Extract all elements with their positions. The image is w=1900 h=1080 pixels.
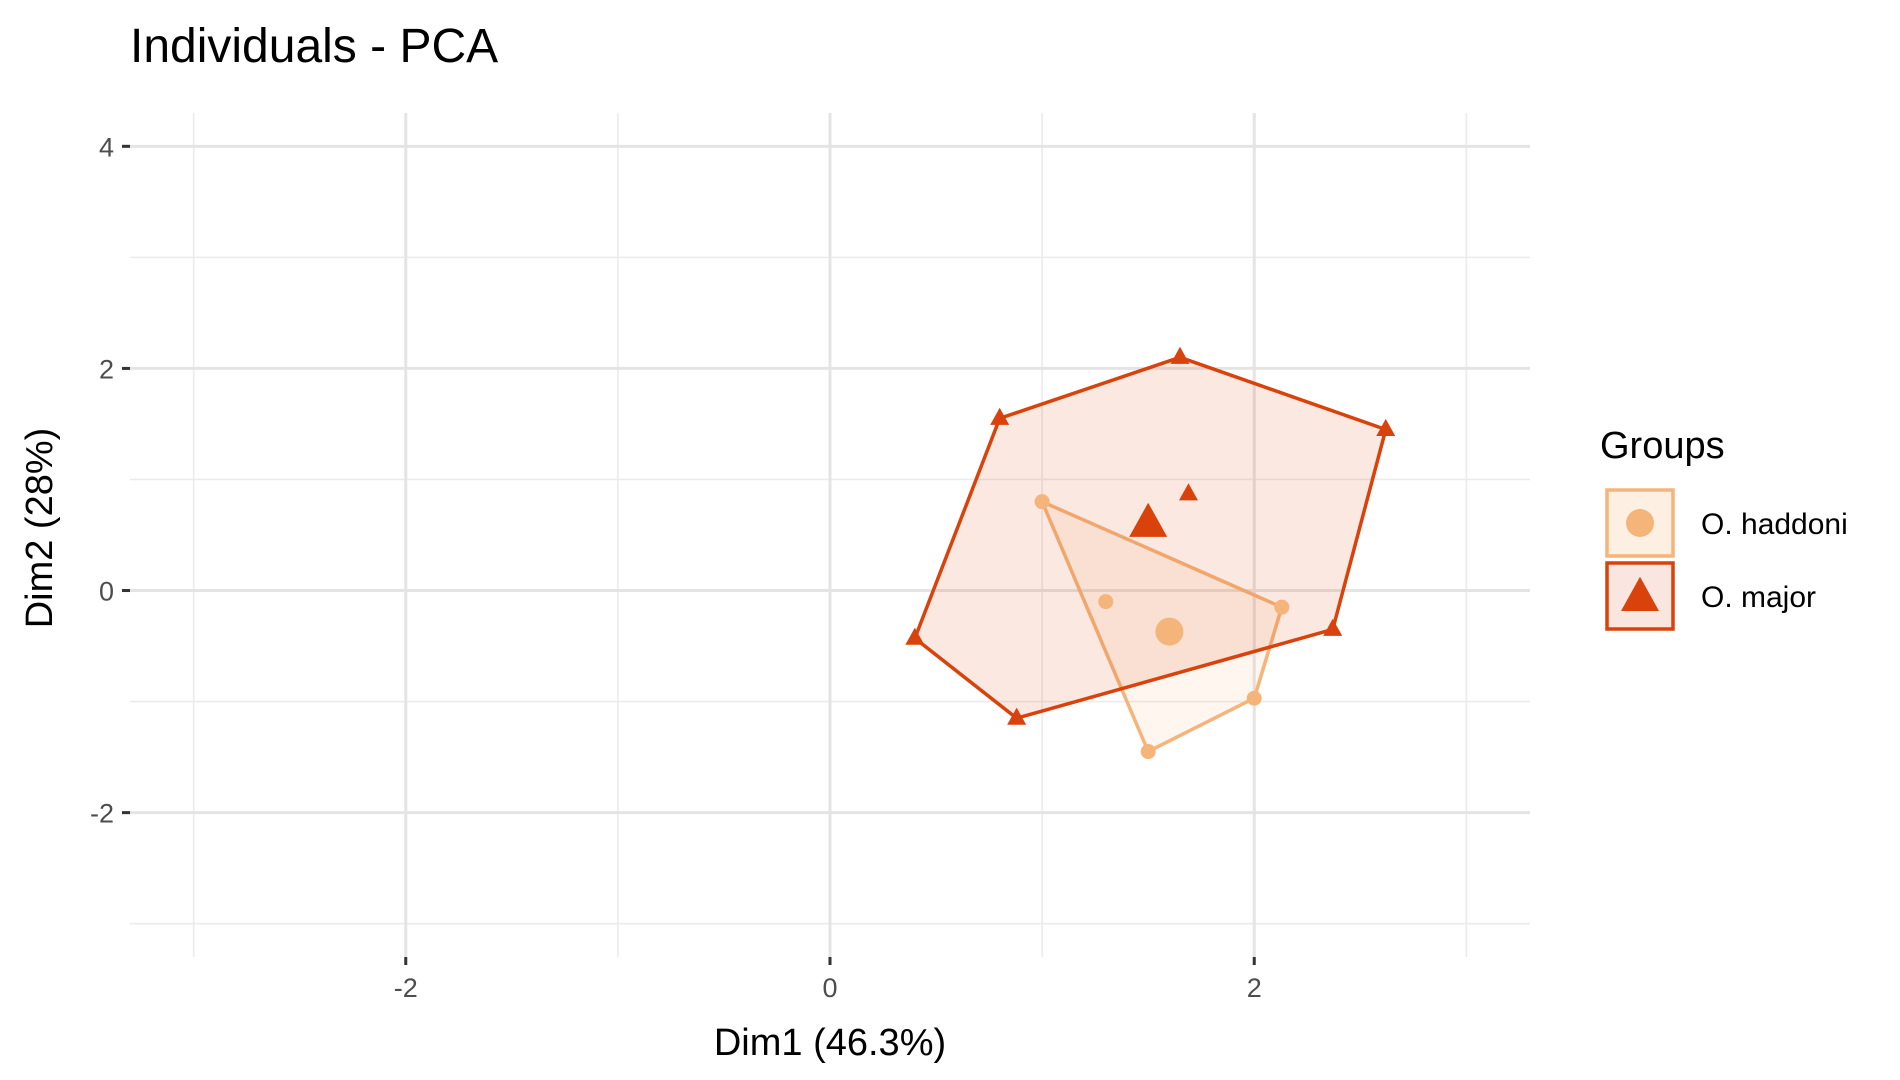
x-tick-label: -2 bbox=[394, 973, 418, 1003]
legend-label-major: O. major bbox=[1701, 581, 1816, 614]
centroid-major bbox=[1129, 502, 1168, 537]
point-major bbox=[1178, 483, 1198, 501]
y-axis-title: Dim2 (28%) bbox=[19, 428, 61, 629]
point-haddoni bbox=[1098, 594, 1114, 610]
point-haddoni bbox=[1140, 744, 1156, 760]
legend-title: Groups bbox=[1600, 425, 1725, 467]
data-points bbox=[905, 346, 1396, 760]
point-haddoni bbox=[1034, 494, 1050, 510]
point-major bbox=[1170, 346, 1190, 364]
point-major bbox=[990, 407, 1010, 425]
point-major bbox=[905, 627, 925, 645]
point-major bbox=[1323, 618, 1343, 636]
legend-marker-major bbox=[1621, 576, 1659, 611]
y-tick-label: 0 bbox=[99, 577, 114, 607]
x-axis: -2 0 2 bbox=[394, 957, 1262, 1003]
x-tick-label: 0 bbox=[822, 973, 837, 1003]
chart-title: Individuals - PCA bbox=[130, 20, 498, 73]
y-tick-label: -2 bbox=[90, 799, 114, 829]
point-haddoni bbox=[1246, 690, 1262, 706]
point-major bbox=[1376, 418, 1396, 436]
y-tick-label: 4 bbox=[99, 132, 114, 162]
legend: Groups O. haddoni O. major bbox=[1600, 425, 1848, 631]
legend-marker-haddoni bbox=[1626, 509, 1654, 537]
group-centroids bbox=[1129, 502, 1184, 646]
y-tick-label: 2 bbox=[99, 354, 114, 384]
legend-label-haddoni: O. haddoni bbox=[1701, 508, 1848, 541]
centroid-haddoni bbox=[1155, 617, 1184, 646]
x-axis-title: Dim1 (46.3%) bbox=[714, 1022, 946, 1064]
point-major bbox=[1007, 707, 1027, 725]
point-haddoni bbox=[1274, 599, 1290, 615]
y-axis: -2 0 2 4 bbox=[90, 132, 130, 829]
grid bbox=[130, 113, 1530, 957]
x-tick-label: 2 bbox=[1247, 973, 1262, 1003]
